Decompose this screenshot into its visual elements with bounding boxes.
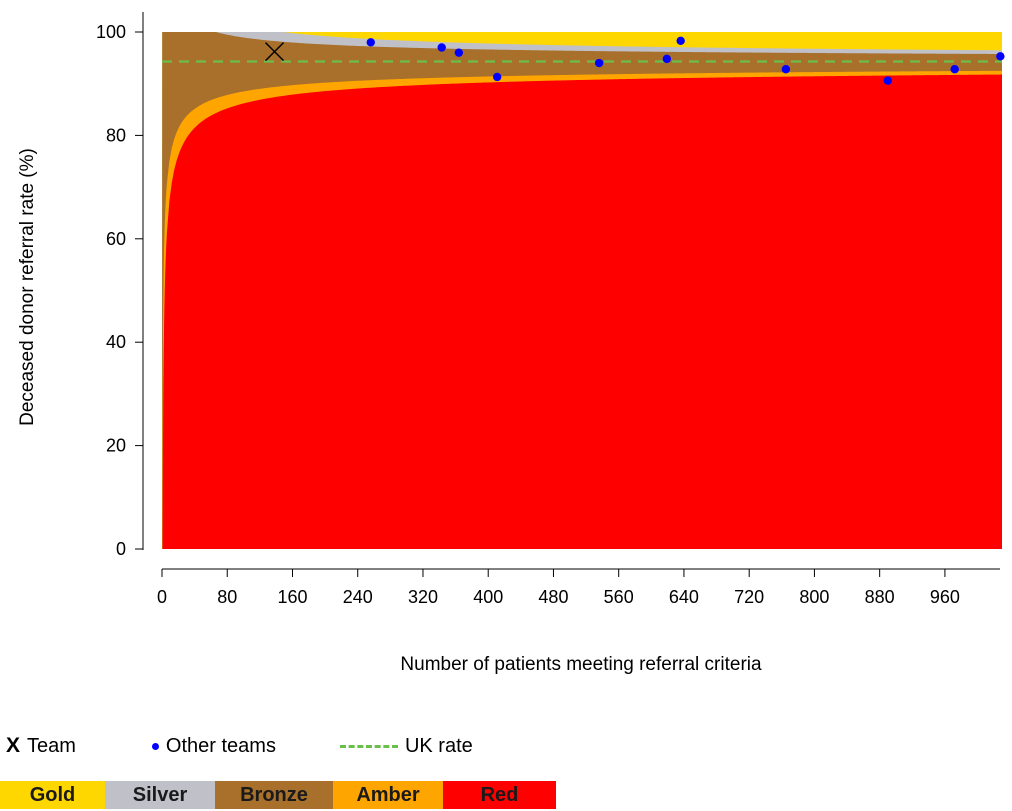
y-tick-label-1: 20 [106,436,126,456]
team-marker [265,42,285,62]
dashed-line-icon [339,744,398,748]
x-tick-label-6: 480 [538,587,568,607]
band-key: Gold Silver Bronze Amber Red [0,781,556,809]
other-team-point-2 [454,48,464,57]
x-tick-label-4: 320 [408,587,438,607]
x-tick-label-3: 240 [343,587,373,607]
other-team-point-6 [676,36,685,45]
x-tick-label-9: 720 [734,587,764,607]
other-teams-legend-label: Other teams [165,734,276,757]
team-legend-marker: X [6,734,21,757]
team-legend-label: Team [27,734,76,757]
other-team-point-10 [996,52,1005,61]
uk-rate-legend-label: UK rate [404,734,473,757]
other-team-point-1 [437,43,446,52]
other-team-point-5 [662,54,672,64]
other-team-point-9 [950,65,959,74]
dot-icon [151,742,159,750]
x-tick-label-12: 960 [930,587,960,607]
x-tick-label-2: 160 [277,587,307,607]
legend: X Team Other teams UK rate [6,733,531,759]
other-team-point-8 [883,76,893,85]
y-tick-label-5: 100 [96,22,126,42]
y-tick-label-0: 0 [116,539,126,559]
other-teams-points [366,36,1005,85]
x-tick-label-8: 640 [669,587,699,607]
axes [142,12,1000,570]
y-tick-label-2: 40 [106,332,126,352]
y-tick-label-3: 60 [106,229,126,249]
x-tick-label-0: 0 [157,587,167,607]
band-gold: Gold [0,781,105,809]
band-silver: Silver [105,781,215,809]
legend-other-teams: Other teams [134,735,276,758]
funnel-chart: 0 20 40 60 80 100 0 80 160 240 320 400 480 560 640 720… [17,12,1005,675]
x-tick-label-10: 800 [799,587,829,607]
team-marker-stroke-2 [265,42,285,62]
x-tick-label-5: 400 [473,587,503,607]
other-team-point-7 [781,65,791,74]
x-tick-label-11: 880 [865,587,895,607]
band-red: Red [443,781,556,809]
legend-uk-rate: UK rate [334,735,473,758]
x-ticks: 0 80 160 240 320 400 480 560 640 720 800 880 960 [157,569,960,607]
funnel-areas [162,32,1002,549]
other-team-point-4 [594,58,604,68]
red-band-area [162,74,1002,549]
y-axis-title: Deceased donor referral rate (%) [17,148,38,426]
other-team-point-3 [492,72,502,82]
legend-team: X Team [6,734,76,758]
y-ticks: 0 20 40 60 80 100 [96,22,143,559]
other-team-point-0 [366,38,375,47]
y-tick-label-4: 80 [106,125,126,145]
x-tick-label-7: 560 [604,587,634,607]
band-amber: Amber [333,781,443,809]
band-bronze: Bronze [215,781,333,809]
x-tick-label-1: 80 [217,587,237,607]
x-axis-title: Number of patients meeting referral crit… [400,654,762,675]
